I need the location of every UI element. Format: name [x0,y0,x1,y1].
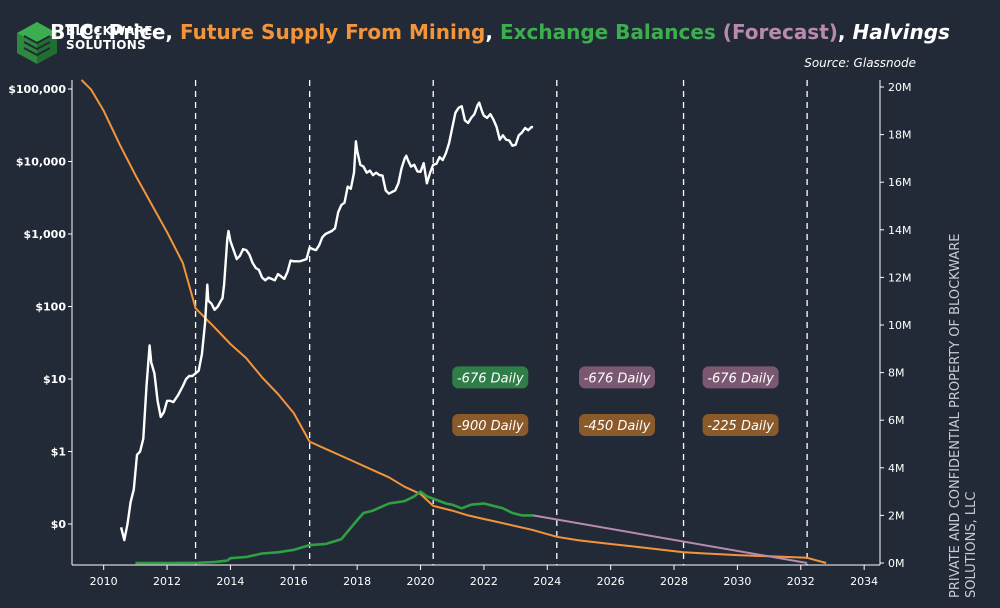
badge-label: -676 Daily [457,371,524,386]
logo-line2: SOLUTIONS [66,38,147,52]
y-right-tick-label: 10M [888,319,912,332]
chart-title: BTC: Price, Future Supply From Mining, E… [50,20,950,44]
badge-label: -225 Daily [707,419,774,434]
y-left-tick-label: $0 [51,518,67,531]
y-left-tick-label: $10 [43,373,66,386]
blockware-logo: BLOCKWARE SOLUTIONS [14,20,164,68]
badge-bg [702,413,779,436]
x-tick-label: 2026 [597,575,625,588]
y-right-tick-label: 2M [888,509,905,522]
y-right-tick-label: 8M [888,367,905,380]
annotation-badge: -676 Daily [452,366,529,389]
title-part-supply: Future Supply From Mining [179,20,486,44]
badge-bg [452,413,529,436]
series-exchange-balances-forecast [532,514,808,564]
logo-line1: BLOCKWARE [66,24,153,38]
y-left-tick-label: $1,000 [24,228,67,241]
x-tick-label: 2016 [280,575,308,588]
halving-lines [194,80,808,565]
series-future-supply-from-mining [80,79,827,564]
annotation-badge: -900 Daily [452,413,529,436]
y-right-tick-label: 0M [888,557,905,570]
y-right-tick-label: 20M [888,81,912,94]
x-tick-label: 2018 [343,575,371,588]
annotation-badges: -676 Daily -676 Daily -676 Daily -900 Daily… [452,366,779,436]
title-part-price: BTC: Price [50,20,166,44]
badge-label: -900 Daily [457,419,524,434]
badge-label: -450 Daily [584,419,651,434]
x-tick-label: 2024 [533,575,561,588]
y-left-tick-label: $100 [35,301,66,314]
y-left-tick-label: $1 [51,446,66,459]
title-part-balances: Exchange Balances [499,20,716,44]
x-tick-label: 2034 [850,575,878,588]
title-part-forecast: (Forecast) [722,20,838,44]
y-right-tick-label: 12M [888,271,912,284]
x-tick-label: 2032 [787,575,815,588]
series-price [119,101,534,542]
y-right-tick-label: 16M [888,176,912,189]
x-tick-label: 2028 [660,575,688,588]
x-tick-label: 2022 [470,575,498,588]
x-tick-label: 2012 [153,575,181,588]
chart-axes: 2010 2012 2014 2016 2018 2020 2022 2024 2026 2028… [8,80,912,588]
annotation-badge: -225 Daily [702,413,779,436]
y-right-tick-label: 18M [888,129,912,142]
badge-bg [579,366,656,389]
source-note: Source: Glassnode [804,56,916,70]
badge-label: -676 Daily [707,371,774,386]
y-left-tick-label: $100,000 [8,83,66,96]
badge-label: -676 Daily [584,371,651,386]
badge-bg [702,366,779,389]
series-layer [80,79,827,565]
series-exchange-balances [135,490,533,565]
x-tick-label: 2020 [407,575,435,588]
y-right-tick-label: 6M [888,414,905,427]
annotation-badge: -676 Daily [702,366,779,389]
badge-bg [452,366,529,389]
logo-icon [17,22,57,64]
x-tick-label: 2030 [723,575,751,588]
y-right-tick-label: 14M [888,224,912,237]
annotation-badge: -450 Daily [579,413,656,436]
logo-text: BLOCKWARE SOLUTIONS [66,24,153,52]
x-tick-label: 2010 [90,575,118,588]
x-tick-label: 2014 [216,575,244,588]
y-right-tick-label: 4M [888,462,905,475]
title-part-halvings: Halvings [852,20,950,44]
badge-bg [579,413,656,436]
annotation-badge: -676 Daily [579,366,656,389]
y-left-tick-label: $10,000 [16,156,66,169]
